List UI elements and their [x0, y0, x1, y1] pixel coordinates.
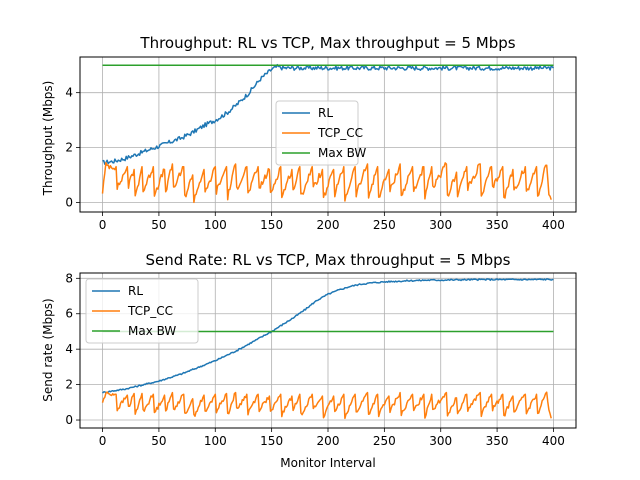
legend-box: [275, 100, 359, 166]
y-tick-label: 2: [65, 141, 73, 155]
x-tick-label: 250: [373, 434, 396, 448]
send-rate-subplot: Send Rate: RL vs TCP, Max throughput = 5…: [41, 251, 577, 470]
x-tick-label: 200: [317, 434, 340, 448]
x-tick-label: 350: [486, 218, 509, 232]
send-rate-ticks: 0 50 100 150 200 250 300 350 400 0 2 4 6 8: [65, 271, 565, 448]
legend-label-rl: RL: [128, 284, 143, 298]
x-tick-label: 100: [204, 434, 227, 448]
throughput-ticks: 0 50 100 150 200 250 300 350 400 0 2 4: [65, 86, 565, 232]
x-tick-label: 200: [317, 218, 340, 232]
x-tick-label: 0: [99, 218, 107, 232]
legend-label-tcp-cc: TCP_CC: [317, 126, 363, 140]
x-tick-label: 400: [542, 218, 565, 232]
x-tick-label: 50: [151, 434, 166, 448]
legend-label-max-bw: Max BW: [128, 324, 176, 338]
throughput-plot-area: [101, 63, 555, 204]
legend-box: [85, 278, 199, 344]
send-rate-legend: RL TCP_CC Max BW: [85, 278, 199, 344]
x-tick-label: 150: [260, 434, 283, 448]
throughput-title: Throughput: RL vs TCP, Max throughput = …: [139, 34, 515, 52]
x-tick-label: 350: [486, 434, 509, 448]
throughput-axes-frame: [79, 56, 577, 213]
x-tick-label: 150: [260, 218, 283, 232]
send-rate-x-axis-label: Monitor Interval: [280, 456, 375, 470]
series-line-rl: [102, 63, 555, 165]
x-tick-label: 400: [542, 434, 565, 448]
legend-label-rl: RL: [318, 106, 333, 120]
series-line-tcp-cc: [101, 391, 552, 420]
x-tick-label: 300: [429, 434, 452, 448]
throughput-legend: RL TCP_CC Max BW: [275, 100, 366, 166]
legend-label-tcp-cc: TCP_CC: [127, 304, 173, 318]
send-rate-axes-frame: [79, 272, 577, 429]
y-tick-label: 6: [65, 307, 73, 321]
x-tick-label: 0: [99, 434, 107, 448]
y-tick-label: 0: [65, 195, 73, 209]
throughput-subplot: Throughput: RL vs TCP, Max throughput = …: [41, 34, 577, 232]
x-tick-label: 300: [429, 218, 452, 232]
y-tick-label: 4: [65, 86, 73, 100]
throughput-y-axis-label: Throughput (Mbps): [41, 81, 55, 197]
y-tick-label: 2: [65, 378, 73, 392]
y-tick-label: 8: [65, 271, 73, 285]
series-line-tcp-cc: [101, 161, 552, 204]
y-tick-label: 4: [65, 342, 73, 356]
x-tick-label: 50: [151, 218, 166, 232]
series-line-rl: [101, 278, 554, 394]
send-rate-y-axis-label: Send rate (Mbps): [41, 298, 55, 401]
x-tick-label: 100: [204, 218, 227, 232]
y-tick-label: 0: [65, 413, 73, 427]
x-tick-label: 250: [373, 218, 396, 232]
send-rate-title: Send Rate: RL vs TCP, Max throughput = 5…: [146, 251, 511, 269]
legend-label-max-bw: Max BW: [318, 146, 366, 160]
